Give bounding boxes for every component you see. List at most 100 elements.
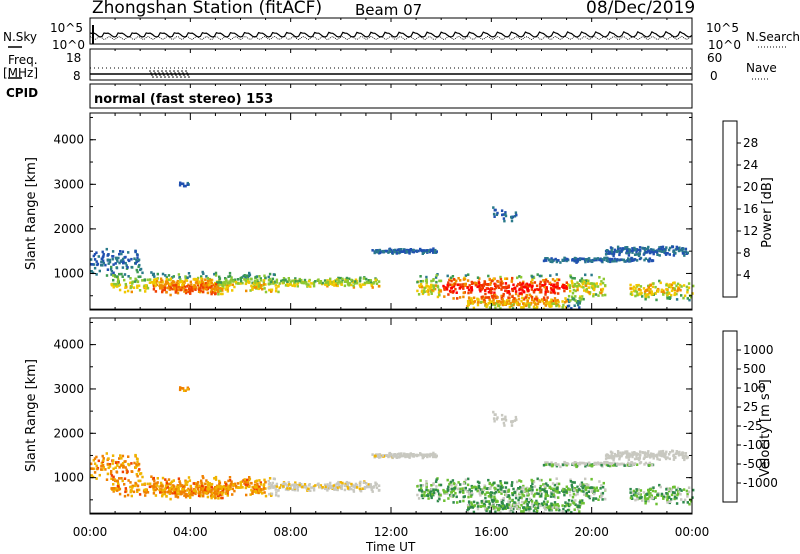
power-cell <box>344 278 347 282</box>
velocity-cell <box>175 490 178 494</box>
velocity-cell <box>294 484 297 487</box>
power-cell <box>430 279 433 283</box>
power-cell <box>591 284 594 288</box>
velocity-cell <box>120 463 123 466</box>
velocity-cell <box>222 485 225 489</box>
power-cell <box>421 279 425 283</box>
velocity-cell <box>467 492 471 496</box>
power-cell <box>557 278 561 282</box>
power-cell <box>425 284 428 287</box>
power-cell <box>199 289 202 293</box>
power-cell <box>112 255 115 258</box>
power-cell <box>651 259 654 263</box>
power-cell <box>493 302 496 305</box>
velocity-cell <box>466 490 469 494</box>
velocity-cell <box>601 498 604 501</box>
power-cell <box>202 283 205 287</box>
power-cell <box>152 272 155 276</box>
velocity-cell <box>572 492 576 496</box>
power-cell <box>579 295 582 298</box>
velocity-cell <box>665 488 668 491</box>
power-cell <box>485 283 489 286</box>
power-cell <box>425 249 428 252</box>
power-cell <box>487 302 490 305</box>
power-cell <box>358 283 362 286</box>
velocity-cell <box>571 485 574 489</box>
power-cell <box>179 278 182 281</box>
power-cell <box>521 282 525 285</box>
velocity-cell <box>257 489 261 492</box>
power-cell <box>251 287 254 290</box>
power-cell <box>346 280 349 284</box>
velocity-cell <box>497 484 500 488</box>
power-cell <box>536 297 539 301</box>
nave-dot <box>188 76 190 78</box>
velocity-cell <box>300 483 303 486</box>
velocity-colorbar-tick-label: -100 <box>743 438 770 452</box>
velocity-cell <box>466 483 470 487</box>
velocity-cell <box>138 472 142 476</box>
velocity-cell <box>216 494 220 498</box>
velocity-cell <box>427 453 430 457</box>
velocity-cell <box>504 415 507 419</box>
power-cell <box>432 284 435 287</box>
velocity-cell <box>167 478 171 481</box>
velocity-cell <box>540 478 543 482</box>
power-cell <box>648 291 651 294</box>
power-colorbar-tick-label: 12 <box>743 224 758 238</box>
velocity-cell <box>108 465 112 468</box>
velocity-cell <box>435 485 438 488</box>
power-cell <box>639 289 642 292</box>
velocity-cell <box>673 491 676 494</box>
velocity-cell <box>124 487 127 490</box>
velocity-cell <box>484 507 487 510</box>
velocity-cell <box>508 503 511 507</box>
velocity-cell <box>430 487 433 491</box>
velocity-cell <box>596 461 600 464</box>
velocity-cell <box>481 491 484 494</box>
power-cell <box>292 279 295 283</box>
power-cell <box>628 250 631 254</box>
velocity-cell <box>183 494 186 497</box>
power-cell <box>556 284 559 288</box>
velocity-cell <box>153 479 156 483</box>
velocity-cell <box>588 495 592 498</box>
power-cell <box>176 291 180 295</box>
power-cell <box>329 280 332 283</box>
velocity-cell <box>525 497 528 501</box>
power-cell <box>104 263 107 267</box>
power-cell <box>416 289 419 293</box>
power-cell <box>219 292 223 296</box>
velocity-cell <box>176 495 180 499</box>
power-cell <box>431 288 434 292</box>
power-cell <box>218 277 222 280</box>
velocity-cell <box>580 481 584 485</box>
velocity-cell <box>520 510 523 513</box>
power-cell <box>524 296 527 299</box>
power-cell <box>114 257 118 260</box>
velocity-cell <box>425 488 428 492</box>
velocity-cell <box>494 487 497 491</box>
velocity-cell <box>361 487 364 490</box>
power-cell <box>303 278 307 282</box>
power-cell <box>469 291 473 294</box>
velocity-cell <box>522 508 526 511</box>
velocity-cell <box>156 477 159 480</box>
power-cell <box>115 283 118 286</box>
power-cell <box>178 280 181 284</box>
power-cell <box>649 283 652 287</box>
power-cell <box>658 249 661 253</box>
power-cell <box>439 289 442 293</box>
velocity-cell <box>302 485 306 489</box>
velocity-cell <box>571 481 574 484</box>
power-cell <box>464 274 468 277</box>
power-cell <box>600 288 603 291</box>
power-cell <box>200 277 203 280</box>
power-cell <box>588 259 591 263</box>
velocity-cell <box>611 451 614 455</box>
velocity-cell <box>201 475 204 478</box>
power-cell <box>179 288 183 292</box>
power-cell <box>659 281 662 285</box>
power-cell <box>563 286 566 290</box>
velocity-cell <box>160 490 164 494</box>
